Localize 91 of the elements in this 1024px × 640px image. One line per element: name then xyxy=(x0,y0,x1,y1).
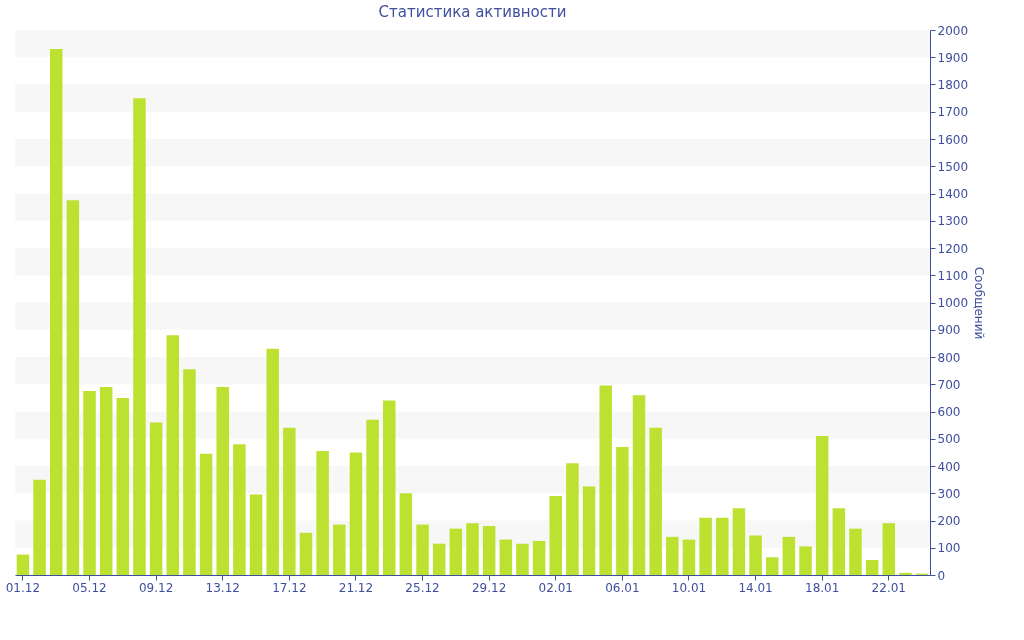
x-tick-label: 13.12 xyxy=(205,580,240,595)
bar xyxy=(882,523,896,575)
bar xyxy=(249,494,263,575)
bar xyxy=(482,525,496,575)
bar xyxy=(616,446,629,575)
y-tick-label: 700 xyxy=(937,377,961,392)
bar xyxy=(765,557,779,575)
bar xyxy=(749,535,762,575)
y-tick-label: 1700 xyxy=(937,105,969,120)
bar xyxy=(283,427,296,575)
bar xyxy=(16,554,30,575)
bar xyxy=(166,335,180,575)
bar xyxy=(582,486,596,575)
x-tick-label: 17.12 xyxy=(272,580,307,595)
bar xyxy=(216,386,229,575)
y-tick-label: 1800 xyxy=(937,78,969,92)
y-tick-label: 1300 xyxy=(937,214,969,229)
bar xyxy=(83,391,96,575)
bar xyxy=(649,427,662,575)
x-tick-label: 21.12 xyxy=(338,580,374,595)
bar xyxy=(416,524,429,575)
bar xyxy=(832,508,846,575)
x-tick-label: 01.12 xyxy=(5,580,41,595)
bar xyxy=(782,536,796,575)
bar xyxy=(432,543,446,575)
bar xyxy=(49,49,63,575)
x-tick-label: 18.01 xyxy=(805,580,840,595)
y-tick-label: 1000 xyxy=(937,296,969,310)
bar xyxy=(449,528,463,575)
bar xyxy=(233,444,246,575)
bar xyxy=(666,536,679,575)
y-tick-label: 300 xyxy=(937,486,961,501)
bar xyxy=(716,517,729,575)
bar xyxy=(532,540,546,575)
x-tick-label: 10.01 xyxy=(671,580,707,595)
bar xyxy=(899,572,912,575)
bar xyxy=(865,560,879,575)
y-tick-label: 400 xyxy=(937,459,961,474)
y-tick-label: 1400 xyxy=(937,187,969,201)
y-tick-label: 800 xyxy=(937,350,961,365)
x-tick-label: 05.12 xyxy=(72,580,107,595)
bar xyxy=(349,452,363,575)
y-tick-label: 100 xyxy=(937,541,961,556)
x-tick-label: 06.01 xyxy=(605,580,640,595)
x-tick-label: 29.12 xyxy=(471,580,507,595)
bar xyxy=(815,436,829,575)
bar xyxy=(399,493,413,575)
bar xyxy=(632,395,646,575)
y-axis-title: Сообщений xyxy=(972,266,987,340)
bar xyxy=(732,508,746,575)
x-tick-label: 25.12 xyxy=(405,580,440,595)
y-tick-label: 1100 xyxy=(937,268,969,283)
x-tick-label: 09.12 xyxy=(138,580,174,595)
y-tick-label: 1200 xyxy=(937,241,969,256)
chart-title: Статистика активности xyxy=(378,3,567,21)
bar xyxy=(299,532,313,575)
bar xyxy=(799,546,812,575)
y-tick-label: 2000 xyxy=(937,23,969,38)
y-tick-label: 900 xyxy=(937,323,961,338)
bar xyxy=(99,386,113,575)
y-tick-label: 1600 xyxy=(937,132,969,147)
y-tick-label: 1500 xyxy=(937,159,969,174)
bar xyxy=(682,539,696,575)
y-tick-label: 600 xyxy=(937,405,961,419)
x-tick-label: 22.01 xyxy=(871,580,906,595)
bar xyxy=(566,463,579,575)
y-tick-label: 1900 xyxy=(937,50,969,65)
bar xyxy=(66,200,80,575)
bar xyxy=(549,495,562,575)
y-tick-label: 0 xyxy=(937,568,946,583)
bar xyxy=(599,385,612,575)
x-tick-label: 14.01 xyxy=(738,580,773,595)
bar xyxy=(499,539,513,575)
bar xyxy=(149,422,163,575)
bar xyxy=(199,453,213,575)
y-tick-label: 200 xyxy=(937,514,961,528)
bar xyxy=(316,451,329,575)
bar xyxy=(383,400,396,575)
bar xyxy=(466,523,479,575)
y-tick-label: 500 xyxy=(937,432,961,447)
bar xyxy=(133,98,146,575)
bar xyxy=(116,397,130,575)
bar xyxy=(699,517,712,575)
bar xyxy=(33,479,46,575)
bar xyxy=(366,419,379,575)
bar xyxy=(266,348,279,575)
bar xyxy=(183,369,196,575)
bar xyxy=(516,543,529,575)
x-tick-label: 02.01 xyxy=(538,580,573,595)
bar xyxy=(849,528,862,575)
bar xyxy=(333,524,346,575)
